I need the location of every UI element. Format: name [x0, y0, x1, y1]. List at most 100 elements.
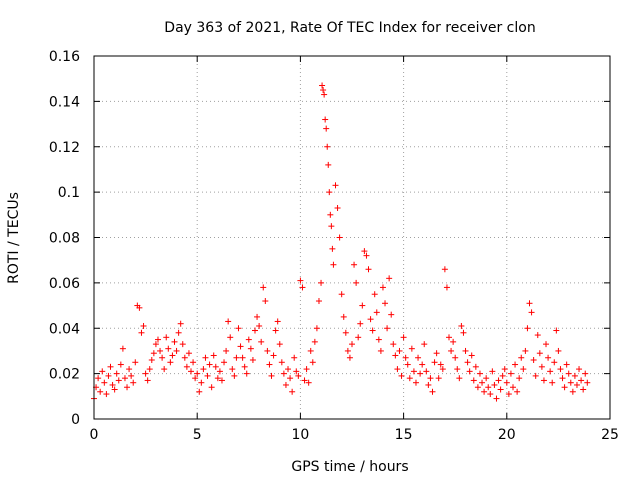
data-point-marker — [280, 370, 287, 377]
data-point-marker — [144, 377, 151, 384]
data-point-marker — [272, 327, 279, 334]
data-point-marker — [324, 143, 331, 150]
data-point-marker — [400, 334, 407, 341]
data-point-marker — [323, 125, 330, 132]
data-point-marker — [491, 381, 498, 388]
data-point-marker — [450, 338, 457, 345]
data-point-marker — [198, 379, 205, 386]
data-point-marker — [117, 361, 124, 368]
data-point-marker — [293, 368, 300, 375]
data-point-marker — [545, 354, 552, 361]
data-point-marker — [576, 366, 583, 373]
data-point-marker — [573, 381, 580, 388]
data-point-marker — [386, 275, 393, 282]
data-point-marker — [322, 116, 329, 123]
data-point-marker — [487, 391, 494, 398]
data-point-marker — [458, 322, 465, 329]
data-point-marker — [285, 366, 292, 373]
data-point-marker — [371, 291, 378, 298]
data-point-marker — [109, 381, 116, 388]
data-point-marker — [448, 347, 455, 354]
data-point-marker — [524, 325, 531, 332]
data-point-marker — [540, 377, 547, 384]
y-tick-label: 0 — [71, 412, 80, 428]
data-point-marker — [295, 372, 302, 379]
data-point-marker — [481, 388, 488, 395]
data-point-marker — [382, 300, 389, 307]
data-point-marker — [344, 347, 351, 354]
data-point-marker — [522, 347, 529, 354]
data-point-marker — [557, 366, 564, 373]
y-tick-label: 0.06 — [49, 276, 80, 292]
data-point-marker — [225, 318, 232, 325]
data-point-marker — [192, 375, 199, 382]
data-point-marker — [520, 366, 527, 373]
axis-ticks: 0 5 10 15 20 25 0 0.02 0.04 0.06 0.08 0.1 0.12 0.14 0.… — [49, 49, 619, 443]
data-point-marker — [132, 359, 139, 366]
y-tick-label: 0.1 — [58, 185, 80, 201]
data-point-marker — [476, 370, 483, 377]
data-point-marker — [392, 352, 399, 359]
data-point-marker — [441, 266, 448, 273]
data-point-marker — [262, 298, 269, 305]
data-point-marker — [516, 375, 523, 382]
data-point-marker — [188, 368, 195, 375]
data-point-marker — [363, 252, 370, 259]
data-point-marker — [212, 363, 219, 370]
data-point-marker — [580, 386, 587, 393]
data-point-marker — [549, 379, 556, 386]
data-point-marker — [327, 211, 334, 218]
data-point-marker — [340, 313, 347, 320]
data-point-marker — [237, 343, 244, 350]
data-point-marker — [454, 366, 461, 373]
data-point-marker — [361, 248, 368, 255]
data-point-marker — [429, 388, 436, 395]
x-tick-label: 5 — [193, 427, 202, 443]
data-point-marker — [319, 82, 326, 89]
data-point-marker — [270, 352, 277, 359]
data-point-marker — [243, 370, 250, 377]
data-point-marker — [547, 368, 554, 375]
data-point-marker — [276, 341, 283, 348]
data-point-marker — [357, 320, 364, 327]
data-point-marker — [501, 366, 508, 373]
data-point-marker — [346, 354, 353, 361]
data-point-marker — [373, 309, 380, 316]
data-point-marker — [177, 320, 184, 327]
data-point-marker — [559, 375, 566, 382]
data-point-marker — [417, 370, 424, 377]
data-point-marker — [431, 359, 438, 366]
data-point-marker — [223, 347, 230, 354]
data-point-marker — [216, 368, 223, 375]
data-point-marker — [167, 359, 174, 366]
data-point-marker — [318, 279, 325, 286]
data-point-marker — [190, 359, 197, 366]
data-point-marker — [274, 318, 281, 325]
data-point-marker — [528, 309, 535, 316]
data-point-marker — [251, 327, 258, 334]
data-point-marker — [321, 91, 328, 98]
data-point-marker — [249, 357, 256, 364]
y-tick-label: 0.04 — [49, 321, 80, 337]
data-point-marker — [551, 359, 558, 366]
data-point-marker — [512, 361, 519, 368]
data-point-marker — [152, 341, 159, 348]
data-point-marker — [105, 372, 112, 379]
data-point-marker — [474, 384, 481, 391]
data-point-marker — [456, 375, 463, 382]
data-point-marker — [264, 347, 271, 354]
data-point-marker — [390, 341, 397, 348]
data-point-marker — [384, 325, 391, 332]
data-point-marker — [194, 370, 201, 377]
data-point-marker — [169, 352, 176, 359]
data-point-marker — [326, 189, 333, 196]
data-point-marker — [101, 379, 108, 386]
data-point-marker — [536, 350, 543, 357]
data-point-marker — [278, 359, 285, 366]
data-point-marker — [404, 361, 411, 368]
data-point-marker — [124, 384, 131, 391]
data-point-marker — [338, 291, 345, 298]
x-tick-label: 15 — [395, 427, 413, 443]
data-point-marker — [185, 350, 192, 357]
data-point-marker — [229, 366, 236, 373]
